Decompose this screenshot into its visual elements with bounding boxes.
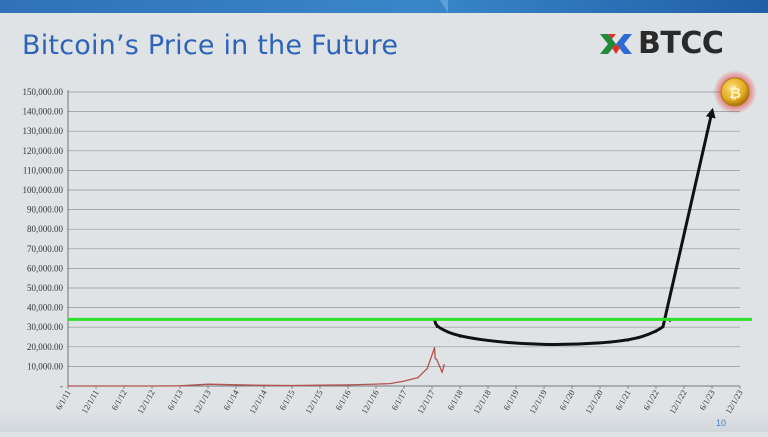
historical-point — [347, 384, 349, 386]
projection-point — [711, 110, 713, 113]
historical-point — [426, 367, 428, 369]
projection-point — [435, 326, 438, 329]
y-tick-label: 20,000.00 — [27, 342, 64, 352]
historical-point — [434, 357, 436, 360]
historical-point — [67, 385, 69, 387]
y-tick-label: 110,000.00 — [23, 165, 64, 175]
x-tick-label: 6/1/21 — [613, 388, 633, 412]
y-tick-label: 130,000.00 — [23, 126, 64, 136]
historical-point — [436, 358, 438, 361]
historical-point — [441, 371, 443, 373]
historical-price-line — [68, 347, 445, 387]
y-tick-label: 120,000.00 — [23, 146, 64, 156]
y-tick-label: 10,000.00 — [27, 361, 64, 371]
banner-notch — [440, 0, 448, 13]
historical-point — [403, 380, 405, 382]
x-tick-label: 6/1/22 — [641, 388, 661, 412]
historical-point — [375, 383, 377, 385]
historical-point — [438, 363, 440, 366]
historical-point — [179, 385, 181, 387]
x-tick-label: 6/1/19 — [501, 388, 521, 412]
y-tick-label: 150,000.00 — [23, 87, 64, 97]
x-tick-label: 6/1/20 — [557, 388, 577, 412]
y-tick-label: 140,000.00 — [23, 107, 64, 117]
y-tick-label: 60,000.00 — [27, 263, 64, 273]
y-tick-label: 100,000.00 — [23, 185, 64, 195]
y-tick-label: 40,000.00 — [27, 303, 64, 313]
x-tick-label: 6/1/18 — [445, 388, 465, 412]
x-tick-label: 6/1/15 — [277, 388, 297, 412]
top-banner — [0, 0, 768, 13]
historical-point — [235, 384, 237, 386]
x-tick-label: 6/1/13 — [165, 388, 185, 412]
svg-text:₿: ₿ — [729, 84, 741, 102]
projection-point — [459, 336, 461, 338]
bottom-strip — [0, 410, 768, 432]
x-tick-label: 6/1/23 — [697, 388, 717, 412]
historical-point — [151, 385, 153, 387]
logo-text: BTCC — [638, 26, 724, 61]
y-tick-label: 70,000.00 — [27, 244, 64, 254]
historical-point — [417, 376, 419, 379]
historical-point — [207, 383, 209, 385]
slide-title: Bitcoin’s Price in the Future — [22, 30, 399, 61]
historical-point — [443, 363, 445, 366]
y-tick-label: 90,000.00 — [27, 205, 64, 215]
bitcoin-coin-icon: ₿ — [713, 70, 757, 114]
historical-point — [123, 385, 125, 387]
historical-point — [291, 384, 293, 387]
projection-point — [515, 343, 517, 345]
historical-point — [95, 385, 97, 387]
projection-curve — [432, 107, 716, 346]
projection-point — [571, 344, 573, 346]
projection-point — [627, 340, 629, 342]
x-tick-label: 6/1/17 — [389, 388, 409, 412]
btcc-logo: BTCC — [598, 26, 748, 66]
historical-point — [433, 347, 436, 349]
projection-point — [655, 331, 657, 333]
x-tick-label: 6/1/11 — [53, 388, 72, 412]
projection-point — [669, 320, 671, 323]
historical-point — [263, 384, 265, 386]
y-tick-label: - — [60, 381, 63, 391]
btcc-x-mark-icon — [600, 34, 632, 54]
historical-point — [389, 383, 391, 385]
x-tick-label: 6/1/14 — [221, 387, 241, 411]
y-tick-label: 50,000.00 — [27, 283, 64, 293]
historical-point — [319, 384, 321, 386]
y-tick-label: 80,000.00 — [27, 224, 64, 234]
y-tick-label: 30,000.00 — [27, 322, 64, 332]
page-number: 10 — [715, 418, 726, 428]
x-tick-label: 6/1/12 — [109, 388, 129, 412]
x-tick-label: 6/1/16 — [333, 388, 353, 412]
